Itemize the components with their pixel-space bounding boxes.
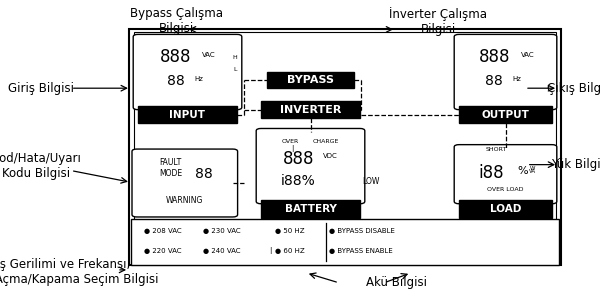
Bar (129, 29, 561, 265)
Text: ● 50 HZ: ● 50 HZ (275, 228, 304, 234)
Text: ● 60 HZ: ● 60 HZ (275, 248, 305, 254)
Text: BYPASS: BYPASS (287, 75, 334, 85)
FancyBboxPatch shape (133, 34, 242, 110)
Bar (138, 106, 237, 123)
Text: LOAD: LOAD (490, 204, 521, 214)
Text: ● 240 VAC: ● 240 VAC (203, 248, 240, 254)
Bar (267, 72, 354, 88)
Text: W: W (530, 166, 535, 171)
Bar (131, 219, 559, 265)
Text: ● BYPASS ENABLE: ● BYPASS ENABLE (329, 248, 392, 254)
Text: ● 230 VAC: ● 230 VAC (203, 228, 241, 234)
Text: LOW: LOW (362, 177, 379, 186)
Text: CHARGE: CHARGE (312, 138, 338, 144)
Text: FAULT: FAULT (159, 158, 182, 167)
Text: ● 220 VAC: ● 220 VAC (144, 248, 182, 254)
Text: Bypass Çalışma
Bilgisi: Bypass Çalışma Bilgisi (131, 7, 223, 35)
Text: 88: 88 (485, 74, 503, 88)
Text: Hz: Hz (194, 76, 203, 82)
Text: MODE: MODE (159, 169, 182, 178)
FancyBboxPatch shape (132, 149, 238, 217)
Bar (459, 200, 552, 218)
Text: %: % (517, 166, 528, 176)
Text: BATTERY: BATTERY (284, 204, 337, 214)
Text: 88: 88 (195, 166, 213, 181)
Text: Akü Bilgisi: Akü Bilgisi (365, 276, 427, 289)
Bar (261, 101, 360, 118)
Text: Giriş Bilgisi: Giriş Bilgisi (8, 82, 74, 95)
FancyBboxPatch shape (454, 145, 557, 204)
Text: ● BYPASS DISABLE: ● BYPASS DISABLE (329, 228, 395, 234)
Text: VDC: VDC (323, 153, 338, 159)
Bar (261, 200, 360, 218)
Text: Çıkış Bilgisi: Çıkış Bilgisi (547, 82, 600, 95)
Text: 888: 888 (283, 150, 314, 168)
Text: i88: i88 (479, 164, 505, 183)
Text: L: L (233, 66, 237, 72)
Bar (459, 106, 552, 123)
Text: 888: 888 (479, 48, 510, 66)
Text: WARNING: WARNING (166, 196, 203, 205)
Text: VAC: VAC (202, 52, 215, 58)
Text: VAC: VAC (521, 52, 534, 58)
Text: Yük Bilgisi: Yük Bilgisi (551, 158, 600, 171)
Text: SHORT: SHORT (485, 147, 507, 153)
Text: OVER: OVER (282, 138, 299, 144)
Text: |: | (291, 145, 293, 152)
Text: ● 208 VAC: ● 208 VAC (144, 228, 182, 234)
Text: 88: 88 (167, 74, 184, 88)
Text: 888: 888 (160, 48, 191, 66)
FancyBboxPatch shape (454, 34, 557, 110)
Text: VA: VA (529, 169, 536, 175)
Text: İnverter Çalışma
Bilgisi: İnverter Çalışma Bilgisi (389, 7, 487, 36)
FancyBboxPatch shape (256, 128, 365, 204)
Text: |: | (269, 248, 271, 254)
Text: Hz: Hz (513, 76, 521, 82)
Text: i88%: i88% (281, 174, 316, 188)
Text: Çıkış Gerilimi ve Frekansı,
Bypass Açma/Kapama Seçim Bilgisi: Çıkış Gerilimi ve Frekansı, Bypass Açma/… (0, 258, 159, 286)
Text: INVERTER: INVERTER (280, 104, 341, 115)
Text: OUTPUT: OUTPUT (482, 110, 529, 120)
Bar (134, 32, 556, 261)
Text: H: H (233, 55, 238, 60)
Text: INPUT: INPUT (170, 110, 205, 120)
Text: Mod/Hata/Uyarı
Kodu Bilgisi: Mod/Hata/Uyarı Kodu Bilgisi (0, 152, 82, 180)
Text: OVER LOAD: OVER LOAD (487, 187, 524, 192)
